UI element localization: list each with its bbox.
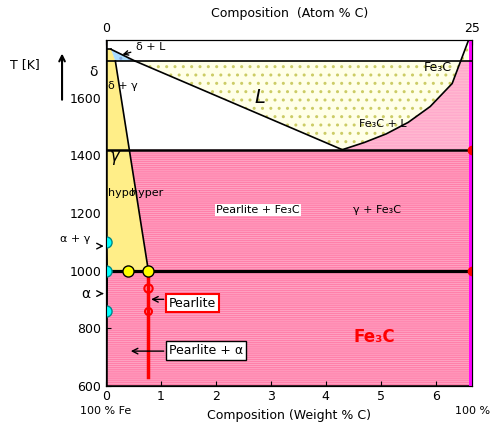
Text: Pearlite + α: Pearlite + α (169, 344, 244, 357)
Polygon shape (106, 49, 148, 271)
Text: 100 % Fe: 100 % Fe (81, 406, 132, 416)
Text: Fe₃C: Fe₃C (424, 60, 452, 73)
Text: Pearlite: Pearlite (169, 296, 217, 309)
Text: hypo: hypo (108, 188, 136, 198)
Text: Fe₃C: Fe₃C (353, 329, 395, 347)
Text: 100 %: 100 % (455, 406, 490, 416)
Text: hyper: hyper (131, 188, 163, 198)
Text: δ: δ (89, 65, 98, 79)
Polygon shape (111, 49, 135, 61)
Text: γ: γ (109, 147, 119, 165)
Polygon shape (115, 30, 473, 150)
Text: α + γ: α + γ (60, 234, 90, 244)
Text: T [K]: T [K] (10, 57, 40, 71)
Text: γ + Fe₃C: γ + Fe₃C (353, 205, 401, 215)
Text: L: L (254, 88, 265, 107)
Polygon shape (342, 30, 473, 150)
Text: Pearlite + Fe₃C: Pearlite + Fe₃C (216, 205, 300, 215)
Text: δ + L: δ + L (124, 42, 166, 55)
Text: α: α (82, 287, 90, 301)
X-axis label: Composition  (Atom % C): Composition (Atom % C) (211, 7, 368, 20)
Polygon shape (106, 49, 115, 61)
Text: Fe₃C + L: Fe₃C + L (359, 119, 407, 129)
Text: δ + γ: δ + γ (108, 81, 138, 91)
Polygon shape (106, 150, 473, 386)
Polygon shape (106, 242, 107, 271)
X-axis label: Composition (Weight % C): Composition (Weight % C) (207, 409, 371, 422)
